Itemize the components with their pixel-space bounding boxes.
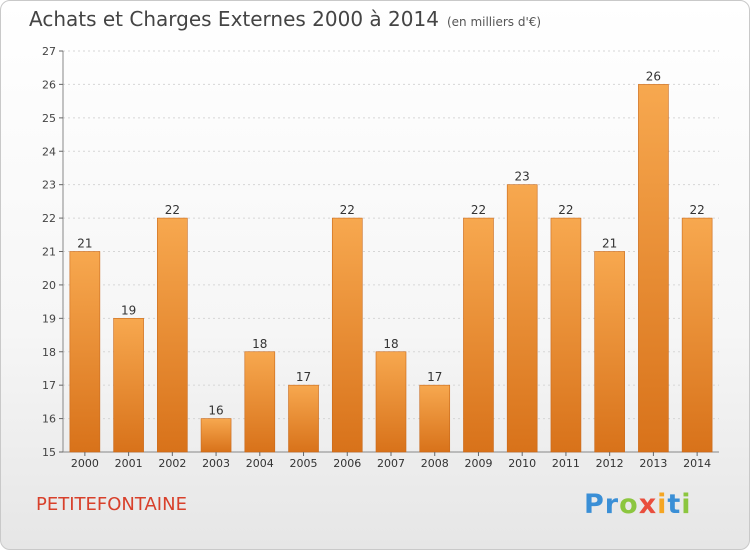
y-tick-label: 23 — [42, 179, 56, 192]
logo-letter: P — [584, 489, 605, 520]
x-tick-label: 2008 — [421, 457, 449, 470]
bar — [638, 84, 669, 453]
logo-letter: r — [604, 489, 620, 520]
bar-value-label: 22 — [558, 203, 573, 217]
x-tick-labels: 2000 2001 2002 2003 2004 2005 2006 2007 2008 2009… — [71, 452, 711, 470]
y-tick-label: 15 — [42, 446, 56, 459]
x-tick-label: 2002 — [158, 457, 186, 470]
bar — [681, 217, 713, 453]
y-tick-label: 26 — [42, 78, 56, 91]
bar-value-label: 26 — [646, 69, 661, 83]
bar — [244, 351, 276, 453]
y-tick-label: 25 — [42, 112, 56, 125]
logo-letter: i — [657, 489, 668, 520]
logo-letter: x — [638, 489, 658, 520]
bar — [331, 217, 363, 453]
y-tick-label: 19 — [42, 312, 56, 325]
logo-letter: t — [667, 489, 682, 520]
y-tick-label: 22 — [42, 212, 56, 225]
x-tick-label: 2011 — [552, 457, 580, 470]
chart-unit: (en milliers d'€) — [446, 15, 542, 29]
bar-value-label: 22 — [471, 203, 486, 217]
bar — [200, 418, 232, 453]
bar-value-label: 21 — [602, 237, 617, 251]
x-tick-label: 2010 — [508, 457, 536, 470]
bar — [550, 217, 582, 453]
logo-letter: i — [681, 489, 692, 520]
bars — [69, 84, 713, 453]
bar — [594, 251, 625, 453]
bar — [506, 184, 538, 453]
data-labels: 21 19 22 16 18 17 22 18 17 22 23 22 21 26 22 — [77, 69, 705, 417]
x-tick-label: 2003 — [202, 457, 230, 470]
bar — [113, 318, 144, 453]
logo-letter: o — [619, 489, 639, 520]
y-tick-label: 20 — [42, 279, 56, 292]
x-tick-label: 2001 — [115, 457, 143, 470]
bar-value-label: 19 — [121, 303, 136, 317]
y-tick-label: 18 — [42, 346, 56, 359]
y-tick-label: 16 — [42, 413, 56, 426]
bar — [157, 217, 188, 453]
bar-value-label: 17 — [427, 370, 442, 384]
x-tick-label: 2000 — [71, 457, 99, 470]
bar — [375, 351, 407, 453]
y-tick-label: 17 — [42, 379, 56, 392]
x-tick-label: 2004 — [246, 457, 274, 470]
y-tick-labels: 15 16 17 18 19 20 21 22 23 24 25 26 27 — [42, 45, 63, 459]
bar-value-label: 18 — [383, 337, 398, 351]
bar-value-label: 16 — [208, 404, 223, 418]
bar-value-label: 21 — [77, 237, 92, 251]
bar-value-label: 22 — [165, 203, 180, 217]
y-tick-label: 24 — [42, 145, 56, 158]
x-tick-label: 2014 — [683, 457, 711, 470]
bar — [463, 217, 494, 453]
bar — [419, 384, 451, 453]
x-tick-label: 2007 — [377, 457, 405, 470]
bar — [69, 251, 101, 453]
proxiti-logo: Proxiti — [584, 489, 692, 520]
bar-value-label: 23 — [515, 170, 530, 184]
y-tick-label: 21 — [42, 246, 56, 259]
x-tick-label: 2005 — [290, 457, 318, 470]
bar-value-label: 17 — [296, 370, 311, 384]
x-tick-label: 2006 — [333, 457, 361, 470]
x-tick-label: 2012 — [596, 457, 624, 470]
y-tick-label: 27 — [42, 45, 56, 58]
x-tick-label: 2013 — [639, 457, 667, 470]
chart-title-text: Achats et Charges Externes 2000 à 2014 — [29, 7, 439, 31]
bar-value-label: 22 — [340, 203, 355, 217]
bar-value-label: 22 — [689, 203, 704, 217]
chart-title: Achats et Charges Externes 2000 à 2014 (e… — [29, 7, 541, 31]
bar — [288, 384, 319, 453]
bar-value-label: 18 — [252, 337, 267, 351]
x-tick-label: 2009 — [464, 457, 492, 470]
place-name: PETITEFONTAINE — [36, 494, 187, 515]
